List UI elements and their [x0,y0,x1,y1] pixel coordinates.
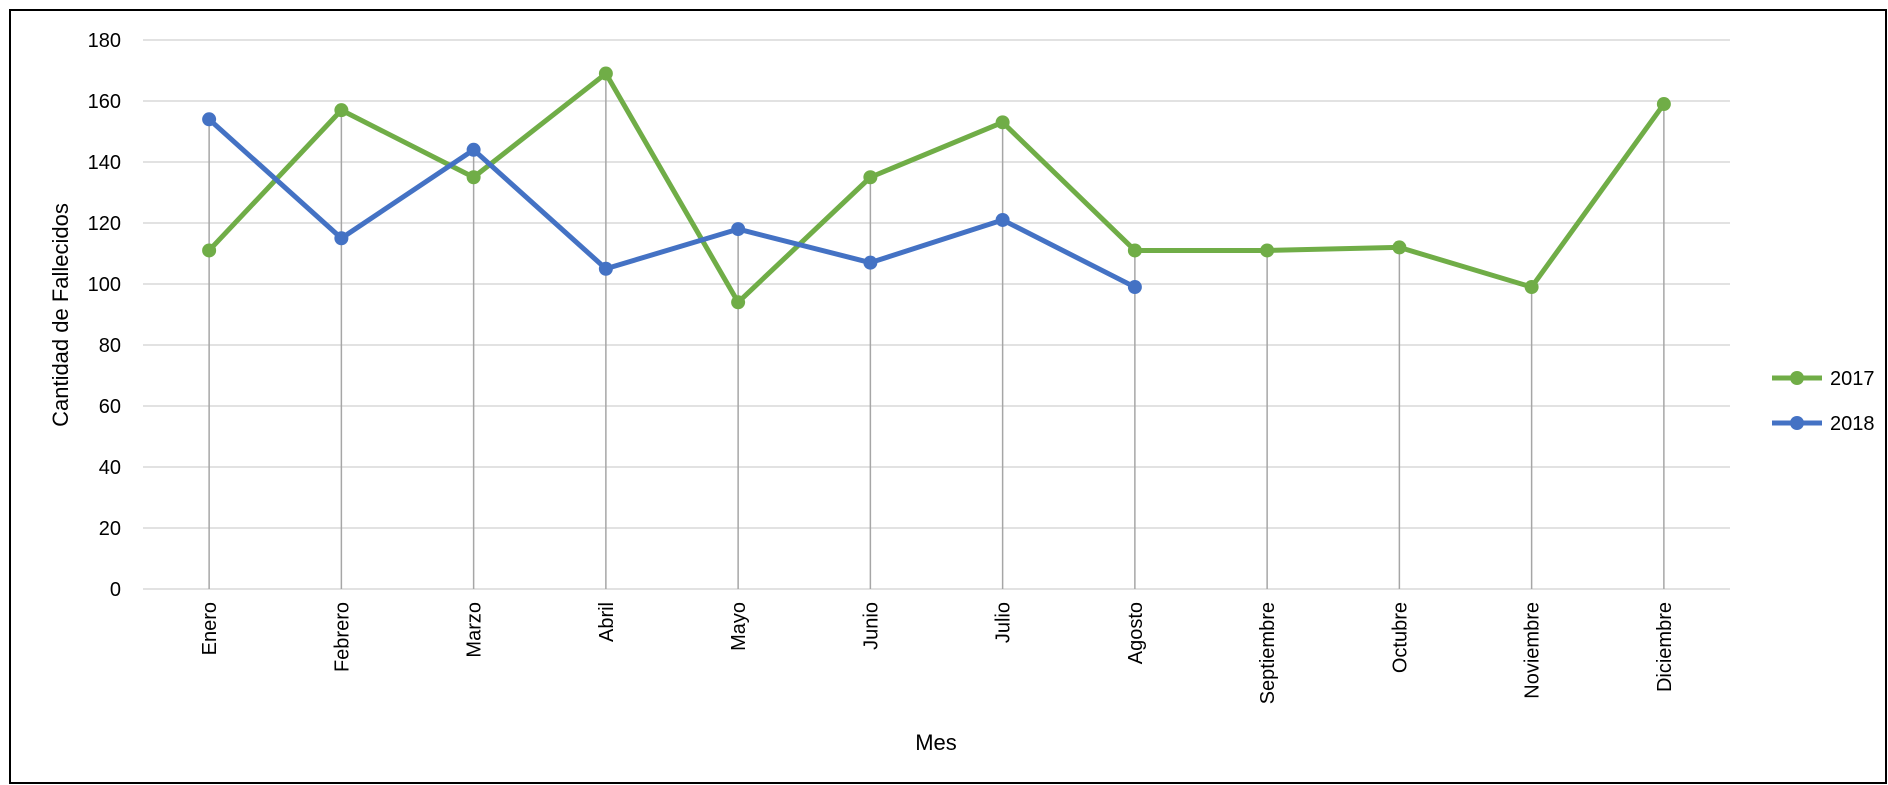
series-line [206,116,1138,290]
data-point [1127,243,1142,258]
y-tick-label: 140 [88,152,121,174]
data-point [731,295,746,310]
data-point [466,142,481,157]
y-tick-label: 160 [88,91,121,113]
x-tick-label: Enero [199,602,221,655]
data-point [995,115,1010,130]
data-point [863,170,878,185]
data-point [995,212,1010,227]
data-point [334,103,349,118]
data-point [202,112,217,127]
gridlines [143,39,1730,590]
drop-lines [208,73,1665,589]
x-tick-label: Agosto [1125,602,1147,664]
y-tick-label: 100 [88,274,121,296]
data-point [598,261,613,276]
x-tick-label: Octubre [1389,602,1411,673]
legend-label: 2018 [1830,413,1875,435]
data-point [466,170,481,185]
series-2018 [202,112,1142,295]
legend-marker [1790,416,1804,430]
data-point [202,243,217,258]
x-tick-label: Diciembre [1654,602,1676,692]
y-tick-label: 40 [99,457,121,479]
legend: 2017 2018 [1772,368,1875,435]
y-tick-label: 20 [99,518,121,540]
data-point [863,255,878,270]
data-point [598,66,613,81]
data-point [1656,97,1671,112]
y-tick-label: 60 [99,396,121,418]
y-tick-label: 0 [110,579,121,601]
data-point [1260,243,1275,258]
legend-item: 2018 [1772,413,1875,435]
y-tick-label: 120 [88,213,121,235]
x-axis-title: Mes [915,730,957,755]
x-tick-label: Septiembre [1257,602,1279,704]
data-point [1524,280,1539,295]
legend-marker [1790,371,1804,385]
x-tick-label: Noviembre [1522,602,1544,699]
x-axis-ticks: Enero Febrero Marzo Abril Mayo Junio Julio Agos… [199,602,1676,704]
y-axis-ticks: 0 20 40 60 80 100 120 140 160 180 [88,30,121,601]
y-tick-label: 180 [88,30,121,52]
x-tick-label: Julio [993,602,1015,643]
data-point [1127,280,1142,295]
y-tick-label: 80 [99,335,121,357]
data-point [1392,240,1407,255]
x-tick-label: Abril [596,602,618,642]
x-tick-label: Junio [860,602,882,650]
series-group [202,66,1671,310]
x-tick-label: Marzo [464,602,486,658]
legend-item: 2017 [1772,368,1875,390]
legend-label: 2017 [1830,368,1875,390]
y-axis-title: Cantidad de Fallecidos [48,203,73,427]
data-point [334,231,349,246]
data-point [731,222,746,237]
x-tick-label: Mayo [728,602,750,651]
chart-border [9,9,1887,784]
x-tick-label: Febrero [331,602,353,672]
